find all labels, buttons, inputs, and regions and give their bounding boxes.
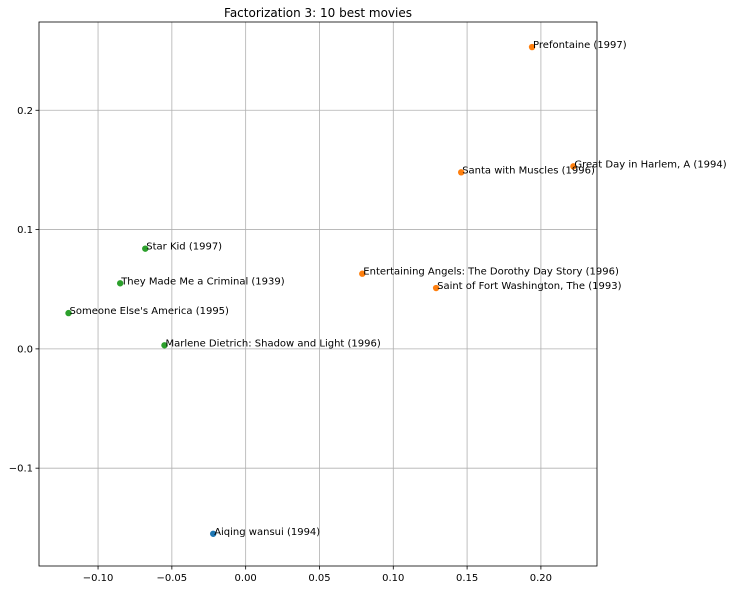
data-point <box>359 270 366 277</box>
data-point-label: Marlene Dietrich: Shadow and Light (1996… <box>165 338 380 349</box>
y-tick-label: −0.1 <box>9 464 33 475</box>
y-tick-label: 0.1 <box>17 225 33 236</box>
data-point-label: Saint of Fort Washington, The (1993) <box>437 281 621 292</box>
data-point-label: They Made Me a Criminal (1939) <box>120 276 285 287</box>
data-point <box>209 530 217 537</box>
point-layer <box>65 43 577 537</box>
data-point-label: Star Kid (1997) <box>146 242 222 253</box>
data-point-label: Santa with Muscles (1996) <box>462 165 595 176</box>
data-point-label: Aiqing wansui (1994) <box>214 527 320 538</box>
x-tick-label: 0.20 <box>530 573 552 584</box>
label-layer: Prefontaine (1997) Great Day in Harlem, A… <box>70 40 727 538</box>
plot-frame <box>38 21 598 567</box>
data-point-label: Entertaining Angels: The Dorothy Day Sto… <box>363 267 619 278</box>
data-point <box>142 245 149 252</box>
data-point <box>570 163 577 170</box>
data-point-label: Prefontaine (1997) <box>533 40 627 51</box>
x-tick-label: 0.10 <box>382 573 404 584</box>
x-tick-label: −0.05 <box>157 573 188 584</box>
data-point <box>432 284 440 292</box>
data-point-label: Someone Else's America (1995) <box>70 306 230 317</box>
x-tick-label: 0.05 <box>308 573 330 584</box>
grid-layer <box>39 22 597 566</box>
data-point-label: Great Day in Harlem, A (1994) <box>574 159 726 170</box>
data-point <box>528 43 536 51</box>
data-point <box>457 169 465 176</box>
y-tick-label: 0.0 <box>17 344 33 355</box>
x-tick-label: 0.00 <box>235 573 257 584</box>
y-tick-label: 0.2 <box>17 106 33 117</box>
chart-title: Factorization 3: 10 best movies <box>224 6 412 20</box>
data-point <box>65 309 72 317</box>
data-point <box>116 280 124 287</box>
tick-layer: −0.10 −0.05 0.00 0.05 0.10 0.15 0.20 −0.1 0.0 0.1… <box>9 106 552 584</box>
data-point <box>161 342 168 349</box>
x-tick-label: 0.15 <box>456 573 478 584</box>
x-tick-label: −0.10 <box>83 573 114 584</box>
